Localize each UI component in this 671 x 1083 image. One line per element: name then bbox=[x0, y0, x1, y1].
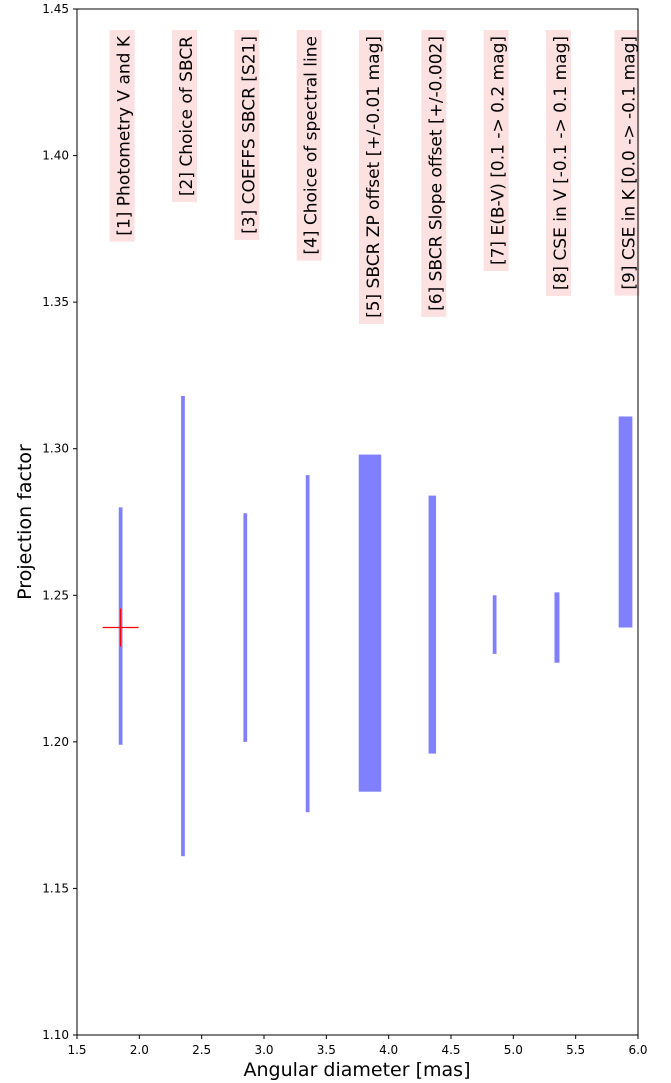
annotation-bg-3 bbox=[234, 30, 260, 240]
annotation-label-7: [7] E(B-V) [0.1 -> 0.2 mag] bbox=[489, 36, 509, 265]
annotation-bg-1 bbox=[109, 30, 135, 242]
bar-5 bbox=[358, 454, 382, 792]
x-tick-label-4: 3.0 bbox=[254, 1043, 273, 1057]
x-tick-label-8: 5.0 bbox=[504, 1043, 523, 1057]
x-axis-label: Angular diameter [mas] bbox=[244, 1059, 471, 1081]
bar-3 bbox=[243, 513, 248, 742]
annotation-bg-8 bbox=[545, 30, 571, 297]
x-tick-label-5: 3.5 bbox=[317, 1043, 336, 1057]
y-tick-label-1: 1.10 bbox=[42, 1028, 69, 1042]
bar-9 bbox=[618, 416, 633, 628]
bar-4 bbox=[305, 475, 310, 813]
bar-8 bbox=[554, 592, 560, 663]
annotation-label-8: [8] CSE in V [-0.1 -> 0.1 mag] bbox=[551, 36, 571, 290]
y-tick-label-3: 1.20 bbox=[42, 735, 69, 749]
annotation-4: [4] Choice of spectral line bbox=[296, 30, 322, 261]
bar-6 bbox=[428, 495, 437, 754]
annotation-7: [7] E(B-V) [0.1 -> 0.2 mag] bbox=[483, 30, 509, 272]
y-tick-label-6: 1.35 bbox=[42, 295, 69, 309]
y-axis: 1.10 1.15 1.20 1.25 1.30 1.35 1.40 1.45 bbox=[42, 2, 77, 1042]
y-tick-label-2: 1.15 bbox=[42, 881, 69, 895]
annotation-bg-5 bbox=[358, 30, 384, 324]
x-tick-label-6: 4.0 bbox=[379, 1043, 398, 1057]
annotation-5: [5] SBCR ZP offset [+/-0.01 mag] bbox=[358, 30, 384, 324]
bar-2 bbox=[181, 395, 185, 857]
y-axis-label: Projection factor bbox=[14, 444, 36, 600]
annotation-label-5: [5] SBCR ZP offset [+/-0.01 mag] bbox=[364, 36, 384, 318]
annotation-label-1: [1] Photometry V and K bbox=[115, 35, 135, 236]
bars bbox=[118, 395, 633, 857]
x-tick-label-1: 1.5 bbox=[67, 1043, 86, 1057]
x-tick-label-10: 6.0 bbox=[628, 1043, 647, 1057]
annotation-1: [1] Photometry V and K bbox=[109, 30, 135, 242]
annotation-9: [9] CSE in K [0.0 -> -0.1 mag] bbox=[614, 30, 640, 296]
x-tick-label-7: 4.5 bbox=[441, 1043, 460, 1057]
annotation-bg-6 bbox=[421, 30, 447, 317]
x-tick-label-9: 5.5 bbox=[566, 1043, 585, 1057]
annotation-3: [3] COEFFS SBCR [S21] bbox=[234, 30, 260, 240]
x-tick-label-2: 2.0 bbox=[130, 1043, 149, 1057]
annotation-label-9: [9] CSE in K [0.0 -> -0.1 mag] bbox=[620, 36, 640, 290]
annotation-label-4: [4] Choice of spectral line bbox=[302, 36, 322, 255]
plot-area bbox=[76, 8, 639, 1036]
y-tick-label-5: 1.30 bbox=[42, 442, 69, 456]
annotation-label-3: [3] COEFFS SBCR [S21] bbox=[239, 36, 259, 234]
annotation-bg-2 bbox=[171, 30, 197, 203]
annotation-2: [2] Choice of SBCR bbox=[171, 30, 197, 203]
annotation-bg-9 bbox=[614, 30, 640, 296]
annotation-8: [8] CSE in V [-0.1 -> 0.1 mag] bbox=[545, 30, 571, 297]
annotation-bg-4 bbox=[296, 30, 322, 261]
annotation-bg-7 bbox=[483, 30, 509, 272]
y-tick-label-8: 1.45 bbox=[42, 2, 69, 16]
reference-marker bbox=[102, 608, 139, 647]
annotation-6: [6] SBCR Slope offset [+/-0.002] bbox=[421, 30, 447, 317]
x-axis: 1.5 2.0 2.5 3.0 3.5 4.0 4.5 5.0 5.5 6.0 bbox=[67, 1035, 648, 1057]
annotation-label-6: [6] SBCR Slope offset [+/-0.002] bbox=[426, 36, 446, 311]
annotations: [1] Photometry V and K [2] Choice of SBCR… bbox=[109, 30, 640, 324]
annotation-label-2: [2] Choice of SBCR bbox=[177, 36, 197, 196]
bar-7 bbox=[492, 595, 497, 654]
y-tick-label-7: 1.40 bbox=[42, 149, 69, 163]
x-tick-label-3: 2.5 bbox=[192, 1043, 211, 1057]
y-tick-label-4: 1.25 bbox=[42, 588, 69, 602]
